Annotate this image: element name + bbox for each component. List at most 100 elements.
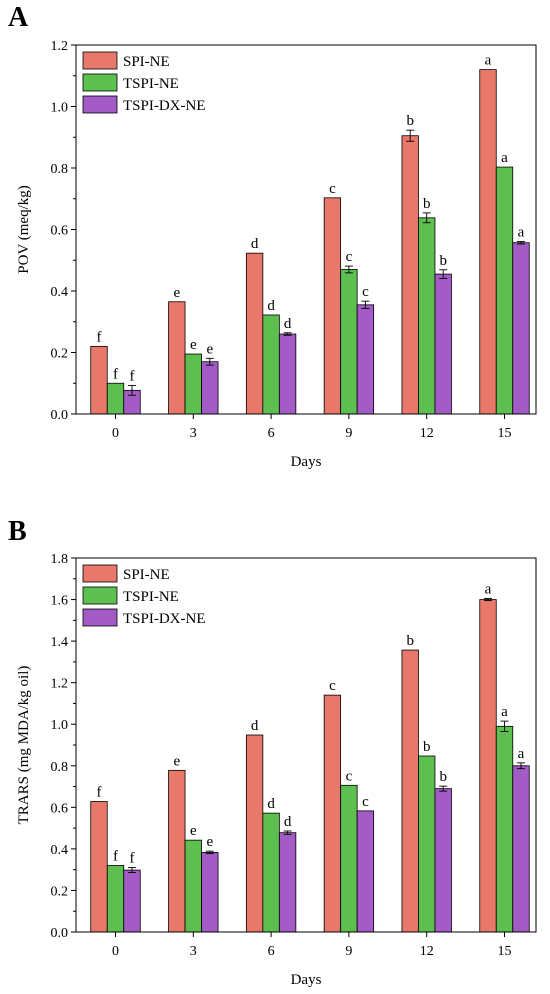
significance-letter: e xyxy=(173,753,180,769)
error-bar xyxy=(517,241,525,245)
significance-letter: b xyxy=(439,769,447,785)
y-tick-label: 1.0 xyxy=(51,101,69,116)
panel-label: B xyxy=(8,516,27,547)
bar-tspi-ne-day-15 xyxy=(495,725,514,933)
error-bar xyxy=(205,850,214,855)
y-tick-label: 1.6 xyxy=(51,594,69,609)
significance-letter: f xyxy=(113,366,118,382)
significance-letter: b xyxy=(406,113,414,129)
bar-tspi-ne-day-0 xyxy=(106,865,125,933)
x-tick-label: 0 xyxy=(112,944,119,959)
y-tick-label: 0.8 xyxy=(51,162,69,177)
significance-letter: d xyxy=(284,814,292,830)
significance-letter: c xyxy=(329,181,336,197)
legend-swatch xyxy=(82,564,118,583)
x-axis-label: Days xyxy=(291,454,322,470)
significance-letter: c xyxy=(346,249,353,265)
significance-letter: a xyxy=(485,582,492,598)
significance-letter: e xyxy=(206,834,213,850)
significance-letter: c xyxy=(346,768,353,784)
x-tick-label: 9 xyxy=(345,426,352,441)
y-tick-label: 0.4 xyxy=(51,843,69,858)
y-tick-label: 0.4 xyxy=(51,285,69,300)
bar-tspi-ne-day-9 xyxy=(340,784,358,933)
bar-tspi-dx-ne-day-0 xyxy=(123,869,141,933)
error-bar xyxy=(406,129,415,142)
error-bar xyxy=(128,867,136,874)
bar-tspi-ne-day-15 xyxy=(495,166,514,415)
significance-letter: c xyxy=(362,284,369,300)
error-bar xyxy=(484,598,492,602)
bar-tspi-dx-ne-day-3 xyxy=(201,852,219,933)
significance-letter: d xyxy=(267,298,275,314)
legend-swatch xyxy=(82,608,118,627)
bar-spi-ne-day-3 xyxy=(168,769,186,933)
significance-letter: b xyxy=(423,739,431,755)
bar-tspi-ne-day-12 xyxy=(418,217,436,415)
bar-spi-ne-day-6 xyxy=(245,734,264,933)
bar-tspi-ne-day-0 xyxy=(106,382,125,415)
legend-swatch xyxy=(82,51,118,70)
error-bar xyxy=(500,720,509,732)
significance-letter: a xyxy=(518,746,525,762)
bar-spi-ne-day-0 xyxy=(90,345,108,415)
y-tick-label: 1.2 xyxy=(51,677,69,692)
error-bar xyxy=(517,762,525,770)
y-tick-label: 0.6 xyxy=(51,801,69,816)
bar-tspi-ne-day-6 xyxy=(262,314,280,415)
bar-tspi-dx-ne-day-3 xyxy=(201,361,219,415)
error-bar xyxy=(283,332,292,336)
y-tick-label: 1.0 xyxy=(51,718,69,733)
error-bar xyxy=(128,384,136,396)
bar-tspi-ne-day-3 xyxy=(184,353,202,415)
error-bar xyxy=(439,269,448,279)
significance-letter: c xyxy=(362,794,369,810)
y-tick-label: 0.6 xyxy=(51,224,69,239)
significance-letter: f xyxy=(97,329,102,345)
legend-entry: TSPI-DX-NE xyxy=(123,98,206,114)
significance-letter: e xyxy=(206,341,213,357)
bar-tspi-ne-day-3 xyxy=(184,839,202,933)
x-axis-label: Days xyxy=(291,972,322,988)
bar-tspi-dx-ne-day-6 xyxy=(278,832,297,933)
y-tick-label: 0.8 xyxy=(51,760,69,775)
x-tick-label: 12 xyxy=(420,426,434,441)
y-tick-label: 0.2 xyxy=(51,347,69,362)
bar-spi-ne-day-0 xyxy=(90,801,108,933)
y-tick-label: 0.0 xyxy=(51,408,69,423)
significance-letter: f xyxy=(130,368,135,384)
error-bar xyxy=(361,300,370,309)
bar-tspi-dx-ne-day-6 xyxy=(278,333,297,415)
x-tick-label: 3 xyxy=(190,944,197,959)
legend-entry: TSPI-NE xyxy=(123,589,179,605)
error-bar xyxy=(205,357,214,366)
y-tick-label: 1.4 xyxy=(51,635,69,650)
legend-entry: TSPI-NE xyxy=(123,76,179,92)
legend-swatch xyxy=(82,586,118,605)
x-tick-label: 9 xyxy=(345,944,352,959)
chart-panel-a: Aff fee edddcccbbbaaa0.00.20.40.60.81.01.2… xyxy=(8,2,537,470)
bar-tspi-dx-ne-day-12 xyxy=(434,788,452,933)
y-tick-label: 0.0 xyxy=(51,926,69,941)
significance-letter: b xyxy=(423,196,431,212)
significance-letter: f xyxy=(97,785,102,801)
legend: SPI-NE TSPI-NE TSPI-DX-NE xyxy=(82,564,206,627)
x-tick-label: 12 xyxy=(420,944,434,959)
significance-letter: e xyxy=(173,285,180,301)
error-bar xyxy=(344,265,353,274)
bar-tspi-dx-ne-day-9 xyxy=(356,810,375,933)
error-bar xyxy=(439,785,448,792)
x-tick-label: 6 xyxy=(268,944,275,959)
significance-letter: b xyxy=(439,253,447,269)
significance-letter: a xyxy=(518,224,525,240)
x-tick-label: 6 xyxy=(268,426,275,441)
significance-letter: d xyxy=(284,316,292,332)
bar-tspi-ne-day-9 xyxy=(340,269,358,415)
legend: SPI-NE TSPI-NE TSPI-DX-NE xyxy=(82,51,206,114)
significance-letter: f xyxy=(113,849,118,865)
y-axis-label: POV (meq/kg) xyxy=(16,185,32,273)
y-tick-label: 1.8 xyxy=(51,552,69,567)
significance-letter: c xyxy=(329,678,336,694)
bar-spi-ne-day-12 xyxy=(401,649,419,933)
significance-letter: a xyxy=(501,704,508,720)
